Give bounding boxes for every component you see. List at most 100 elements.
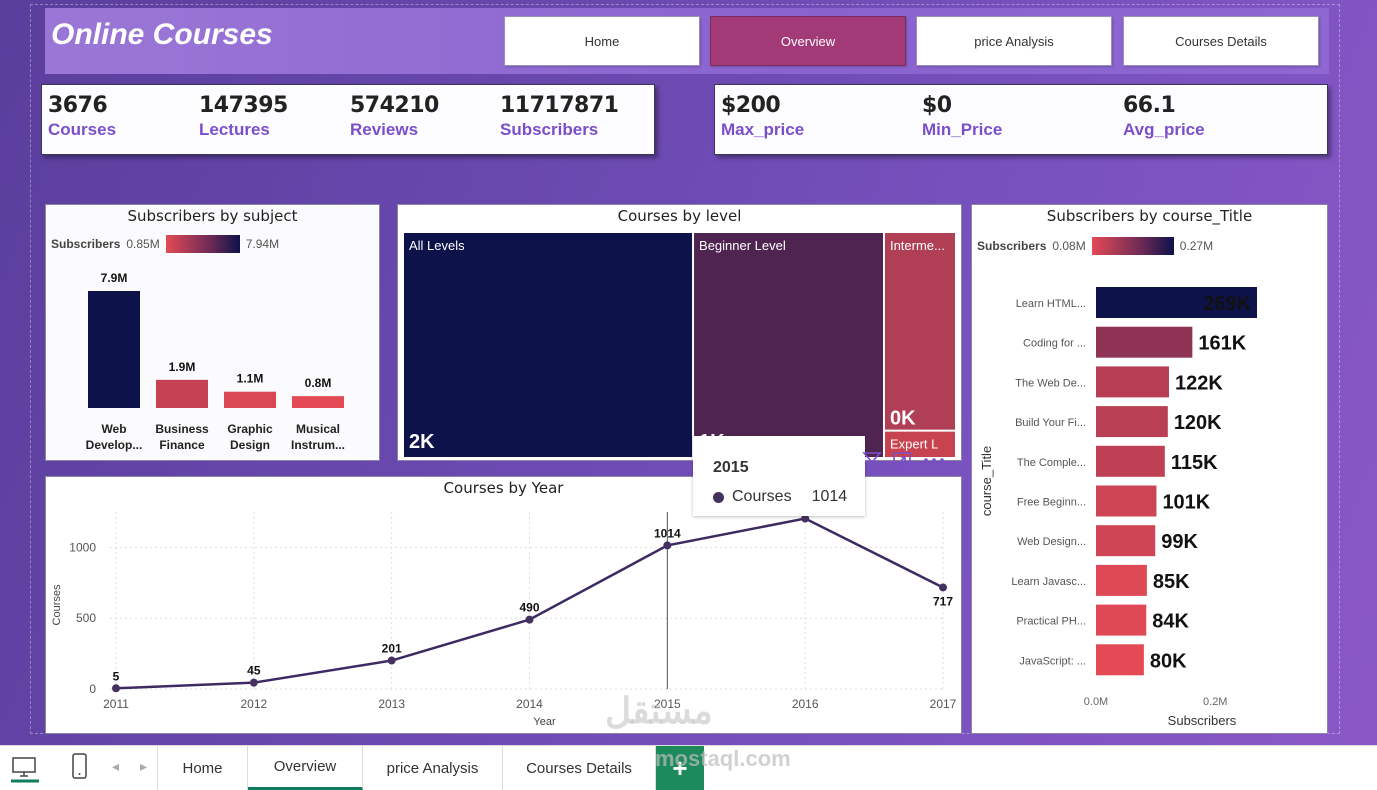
data-point bbox=[801, 514, 810, 523]
point-label: 1014 bbox=[654, 526, 681, 540]
treemap-tile bbox=[884, 233, 955, 430]
x-tick-label: 0.2M bbox=[1203, 696, 1227, 708]
kpi-min-price: $0 Min_Price bbox=[922, 93, 1002, 140]
data-label: 269K bbox=[1203, 293, 1251, 315]
tab-home[interactable]: Home bbox=[157, 746, 248, 790]
data-label: 115K bbox=[1171, 452, 1218, 474]
treemap-tile bbox=[694, 233, 883, 457]
category-label: The Comple... bbox=[1017, 457, 1086, 469]
category-label: Learn HTML... bbox=[1016, 298, 1086, 310]
scroll-right-icon[interactable]: ▸ bbox=[140, 758, 148, 774]
category-label: Business bbox=[155, 422, 209, 436]
x-axis-title: Year bbox=[533, 716, 556, 728]
tab-overview[interactable]: Overview bbox=[248, 746, 363, 790]
tab-price-analysis[interactable]: price Analysis bbox=[363, 746, 503, 790]
kpi-subscribers: 11717871 Subscribers bbox=[500, 93, 619, 140]
nav-overview-button[interactable]: Overview bbox=[710, 16, 906, 66]
visual-title: Subscribers by subject bbox=[127, 207, 298, 225]
courses-by-year-visual[interactable]: Courses by Year 0 500 1000 2011 2012 2013 2014… bbox=[45, 476, 962, 734]
kpi-label: Courses bbox=[48, 120, 117, 139]
legend-min: 0.08M bbox=[1052, 239, 1086, 253]
kpi-max-price: $200 Max_price bbox=[721, 93, 804, 140]
category-label: Graphic bbox=[227, 422, 273, 436]
scroll-left-icon[interactable]: ◂ bbox=[112, 758, 120, 774]
y-axis-title: course_Title bbox=[979, 446, 994, 516]
nav-price-analysis-button[interactable]: price Analysis bbox=[916, 16, 1112, 66]
category-label: Web bbox=[101, 422, 126, 436]
mobile-view-icon[interactable] bbox=[70, 752, 90, 782]
kpi-value: 11717871 bbox=[500, 93, 619, 118]
subject-bar bbox=[88, 291, 140, 408]
kpi-card-totals: 3676 Courses 147395 Lectures 574210 Revi… bbox=[41, 84, 655, 155]
tooltip-value: 1014 bbox=[811, 488, 848, 505]
data-point bbox=[939, 583, 947, 592]
more-options-icon[interactable] bbox=[922, 450, 946, 470]
desktop-view-icon[interactable] bbox=[10, 754, 40, 784]
data-point bbox=[663, 541, 672, 550]
x-tick-label: 2011 bbox=[103, 697, 129, 711]
category-label: Free Beginn... bbox=[1017, 497, 1086, 509]
legend-gradient bbox=[165, 235, 240, 253]
course-bar bbox=[1096, 326, 1193, 358]
nav-home-button[interactable]: Home bbox=[504, 16, 700, 66]
watermark-logo: مستقل bbox=[605, 690, 713, 731]
category-label: The Web De... bbox=[1015, 377, 1086, 389]
tooltip-row: Courses 1014 bbox=[713, 488, 847, 506]
x-tick-label: 2016 bbox=[792, 697, 819, 711]
x-tick-label: 2012 bbox=[240, 697, 267, 711]
tab-courses-details[interactable]: Courses Details bbox=[503, 746, 656, 790]
kpi-label: Min_Price bbox=[922, 120, 1003, 139]
data-label: 80K bbox=[1150, 650, 1187, 672]
nav-courses-details-button[interactable]: Courses Details bbox=[1123, 16, 1319, 66]
category-label: Build Your Fi... bbox=[1015, 417, 1086, 429]
data-label: 1.1M bbox=[237, 372, 264, 386]
kpi-label: Max_price bbox=[721, 120, 805, 139]
course-bar bbox=[1096, 644, 1144, 676]
visual-header-icons bbox=[862, 450, 946, 470]
chart-tooltip: 2015 Courses 1014 bbox=[693, 436, 865, 516]
color-legend: Subscribers 0.08M 0.27M bbox=[977, 237, 1213, 255]
tooltip-series: Courses bbox=[732, 488, 792, 505]
subject-bar bbox=[292, 396, 344, 408]
point-label: 201 bbox=[382, 642, 402, 656]
legend-title: Subscribers bbox=[977, 239, 1047, 253]
data-label: 7.9M bbox=[101, 271, 128, 285]
subscribers-by-subject-visual[interactable]: Subscribers by subject Subscribers 0.85M… bbox=[45, 204, 380, 461]
subscribers-by-course-title-visual[interactable]: Subscribers by course_Title Subscribers … bbox=[971, 204, 1328, 734]
color-legend: Subscribers 0.85M 7.94M bbox=[51, 235, 279, 253]
legend-max: 7.94M bbox=[245, 237, 280, 251]
course-bar bbox=[1096, 287, 1257, 318]
kpi-label: Avg_price bbox=[1123, 120, 1205, 139]
course-bar bbox=[1096, 406, 1168, 438]
category-label: Web Design... bbox=[1017, 536, 1086, 548]
category-label: JavaScript: ... bbox=[1019, 655, 1086, 667]
tile-value: 2K bbox=[409, 431, 435, 453]
courses-by-level-visual[interactable]: Courses by level All Levels 2K Beginner Le… bbox=[397, 204, 962, 461]
data-point bbox=[525, 615, 534, 624]
tile-label: Beginner Level bbox=[699, 238, 786, 253]
data-label: 0.8M bbox=[305, 376, 332, 390]
add-page-button[interactable]: + bbox=[656, 746, 704, 790]
x-tick-label: 0.0M bbox=[1084, 696, 1108, 708]
category-label: Practical PH... bbox=[1016, 616, 1086, 628]
data-label: 85K bbox=[1153, 571, 1190, 593]
course-bar bbox=[1096, 525, 1156, 557]
x-tick-label: 2017 bbox=[930, 697, 957, 711]
kpi-label: Lectures bbox=[199, 120, 270, 139]
kpi-label: Reviews bbox=[350, 120, 419, 139]
kpi-value: 574210 bbox=[350, 93, 439, 118]
tile-label: All Levels bbox=[409, 238, 465, 253]
category-label: Coding for ... bbox=[1023, 338, 1086, 350]
tile-label: Interme... bbox=[890, 238, 945, 253]
course-title-bar-chart: 269K Learn HTML... 161K Coding for ... 122K T… bbox=[979, 287, 1257, 728]
filter-icon[interactable] bbox=[862, 450, 882, 470]
data-label: 101K bbox=[1162, 492, 1210, 514]
data-label: 122K bbox=[1175, 372, 1223, 394]
data-point bbox=[387, 656, 396, 665]
point-label: 490 bbox=[519, 601, 539, 615]
focus-mode-icon[interactable] bbox=[892, 450, 912, 470]
category-label: Learn Javasc... bbox=[1011, 576, 1086, 588]
legend-title: Subscribers bbox=[51, 237, 121, 251]
data-label: 1.9M bbox=[169, 360, 196, 374]
kpi-courses: 3676 Courses bbox=[48, 93, 116, 140]
